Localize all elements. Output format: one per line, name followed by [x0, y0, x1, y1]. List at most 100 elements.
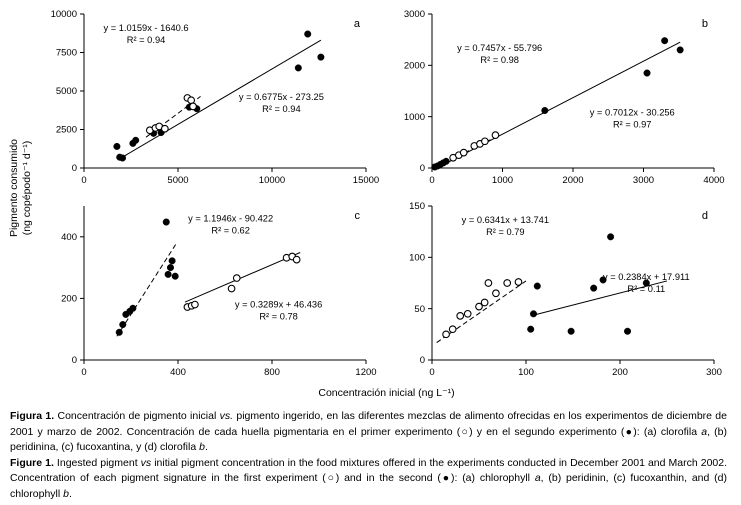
panel-letter: b — [702, 18, 708, 30]
caption-es-italic-a: a — [701, 425, 708, 438]
data-point-filled — [132, 136, 140, 144]
regression-line-solid — [530, 280, 668, 317]
regression-equation: y = 0.7457x - 55.796 — [457, 43, 542, 53]
figure-caption: Figura 1. Concentración de pigmento inic… — [4, 401, 735, 502]
data-point-filled — [171, 272, 179, 280]
data-point-filled — [643, 69, 651, 77]
data-point-open — [448, 325, 457, 334]
regression-line-solid — [184, 252, 301, 303]
data-point-open — [481, 137, 489, 146]
data-point-open — [456, 312, 465, 320]
data-point-filled — [113, 142, 121, 150]
x-tick-label: 800 — [264, 367, 280, 378]
y-tick-label: 150 — [409, 201, 425, 212]
caption-en-italic-b: b — [63, 487, 69, 500]
data-point-filled — [624, 327, 632, 335]
regression-equation: y = 1.1946x - 90.422 — [188, 213, 273, 223]
regression-line-dashed — [116, 242, 178, 337]
data-point-open — [492, 289, 500, 298]
panels-grid: 0 5000 10000 15000 0 2500 5000 7500 10000 y = 1.0… — [38, 6, 735, 384]
data-point-filled — [676, 46, 684, 54]
x-tick-label: 1000 — [492, 175, 513, 186]
data-point-filled — [527, 325, 535, 333]
y-axis-label-column: Pigmento consumido (ng copépodo⁻¹ d⁻¹) — [4, 6, 38, 401]
y-tick-label: 10000 — [51, 9, 77, 20]
data-point-open — [475, 302, 483, 311]
caption-es-text: pigmento ingerido, en las diferentes mez… — [10, 410, 727, 438]
data-point-filled — [129, 304, 137, 312]
regression-equation: y = 0.2384x + 17.911 — [603, 272, 690, 282]
regression-r2: R² = 0.98 — [480, 55, 519, 65]
data-point-filled — [119, 321, 127, 329]
data-point-filled — [317, 53, 325, 61]
y-tick-label: 200 — [61, 294, 77, 305]
x-tick-label: 1200 — [355, 367, 376, 378]
x-tick-label: 200 — [612, 367, 628, 378]
caption-en-text: , (b) peridinin, (c) fucoxanthin, and (d… — [10, 472, 727, 500]
y-axis-label: Pigmento consumido (ng copépodo⁻¹ d⁻¹) — [8, 139, 34, 237]
regression-r2: R² = 0.78 — [259, 312, 298, 322]
caption-es-label: Figura 1. — [10, 410, 55, 422]
y-tick-label: 0 — [420, 355, 425, 366]
caption-en-text: Ingested pigment — [53, 456, 141, 469]
caption-en-vs: vs — [140, 456, 152, 469]
data-point-open — [160, 124, 169, 133]
figure-1: Pigmento consumido (ng copépodo⁻¹ d⁻¹) 0… — [4, 6, 735, 401]
regression-line-solid — [119, 39, 322, 160]
data-point-open — [189, 102, 197, 111]
y-tick-label: 2500 — [56, 125, 77, 136]
y-tick-label: 2000 — [404, 61, 425, 72]
caption-es: Figura 1. Concentración de pigmento inic… — [10, 409, 727, 456]
caption-es-text: . — [204, 441, 208, 454]
data-point-filled — [530, 310, 538, 318]
y-tick-label: 7500 — [56, 48, 77, 59]
x-tick-label: 300 — [706, 367, 722, 378]
y-tick-label: 0 — [72, 355, 77, 366]
data-point-open — [232, 274, 241, 282]
data-point-open — [491, 131, 500, 139]
regression-r2: R² = 0.79 — [486, 227, 525, 237]
regression-equation: y = 0.7012x - 30.256 — [590, 108, 675, 118]
data-point-filled — [166, 264, 174, 272]
caption-en-text: . — [68, 487, 72, 500]
data-point-filled — [599, 276, 607, 284]
data-point-filled — [119, 154, 127, 162]
y-tick-label: 5000 — [56, 86, 77, 97]
x-tick-label: 400 — [170, 367, 186, 378]
data-point-open — [480, 298, 489, 307]
x-tick-label: 100 — [518, 367, 534, 378]
x-tick-label: 3000 — [633, 175, 654, 186]
panel-a-svg: 0 5000 10000 15000 0 2500 5000 7500 10000 y = 1.0… — [51, 9, 380, 186]
y-axis-label-line2: (ng copépodo⁻¹ d⁻¹) — [21, 140, 33, 235]
regression-equation: y = 1.0159x - 1640.6 — [104, 23, 189, 33]
regression-r2: R² = 0.11 — [627, 284, 665, 294]
regression-r2: R² = 0.94 — [127, 35, 166, 45]
y-tick-label: 0 — [420, 163, 425, 174]
data-point-filled — [304, 30, 312, 38]
data-point-open — [442, 330, 450, 339]
data-point-filled — [294, 64, 302, 72]
data-point-open — [463, 309, 472, 318]
regression-equation: y = 0.6775x - 273.25 — [239, 92, 324, 102]
y-tick-label: 3000 — [404, 9, 425, 20]
caption-es-vs: vs. — [219, 410, 234, 422]
panel-c-svg: 0 400 800 1200 0 200 400 y = 1.1946x - 90.422 R²… — [61, 206, 377, 378]
data-point-filled — [115, 328, 123, 336]
y-axis-label-line1: Pigmento consumido — [7, 138, 20, 237]
caption-en-text: initial pigment concentration in the foo… — [10, 456, 728, 485]
data-point-filled — [541, 107, 549, 115]
y-tick-label: 100 — [409, 253, 425, 264]
caption-es-italic-b: b — [199, 441, 205, 454]
x-tick-label: 2000 — [562, 175, 583, 186]
panel-letter: d — [702, 210, 708, 222]
panel-letter: c — [355, 210, 361, 222]
data-point-filled — [533, 282, 541, 290]
x-tick-label: 0 — [81, 175, 86, 186]
x-tick-label: 15000 — [353, 175, 379, 186]
data-point-open — [514, 278, 523, 286]
x-tick-label: 0 — [429, 367, 434, 378]
y-tick-label: 50 — [414, 304, 425, 315]
panel-letter: a — [354, 18, 361, 30]
data-point-filled — [642, 279, 650, 287]
y-tick-label: 0 — [72, 163, 77, 174]
